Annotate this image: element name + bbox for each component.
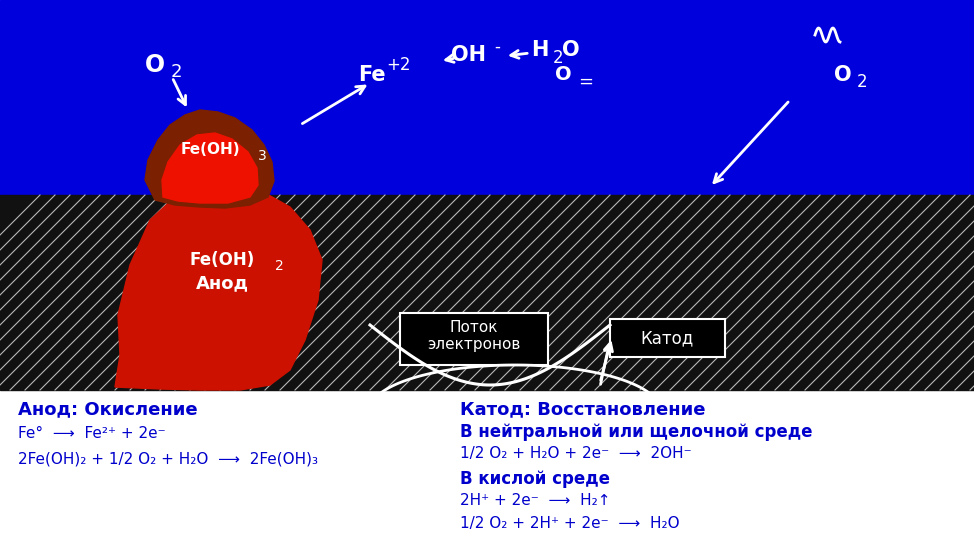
- Text: O: O: [145, 53, 165, 77]
- Text: 3: 3: [258, 149, 267, 163]
- Text: O: O: [834, 65, 852, 85]
- Text: H: H: [531, 40, 548, 60]
- Text: Анод: Окисление: Анод: Окисление: [18, 400, 198, 418]
- Text: +2: +2: [386, 56, 410, 74]
- Text: Fe°  ⟶  Fe²⁺ + 2e⁻: Fe° ⟶ Fe²⁺ + 2e⁻: [18, 426, 166, 441]
- Text: В кислой среде: В кислой среде: [460, 470, 610, 488]
- Polygon shape: [145, 110, 274, 208]
- Polygon shape: [115, 187, 322, 390]
- Text: 2Fe(OH)₂ + 1/2 O₂ + H₂O  ⟶  2Fe(OH)₃: 2Fe(OH)₂ + 1/2 O₂ + H₂O ⟶ 2Fe(OH)₃: [18, 452, 318, 467]
- Text: 2: 2: [857, 73, 868, 91]
- Text: 1/2 O₂ + H₂O + 2e⁻  ⟶  2OH⁻: 1/2 O₂ + H₂O + 2e⁻ ⟶ 2OH⁻: [460, 446, 692, 461]
- Text: -: -: [494, 38, 500, 56]
- Text: Катод: Восстановление: Катод: Восстановление: [460, 400, 705, 418]
- Text: Поток: Поток: [450, 320, 499, 335]
- Text: OH: OH: [451, 45, 485, 65]
- Bar: [0, 0, 974, 195]
- Text: 2H⁺ + 2e⁻  ⟶  H₂↑: 2H⁺ + 2e⁻ ⟶ H₂↑: [460, 493, 611, 508]
- Text: O: O: [554, 65, 572, 84]
- Text: Анод: Анод: [196, 274, 248, 292]
- Text: электронов: электронов: [428, 337, 521, 352]
- Text: 2: 2: [553, 49, 564, 67]
- Text: Fe(OH): Fe(OH): [180, 143, 240, 158]
- Polygon shape: [162, 133, 258, 203]
- Text: Fe: Fe: [358, 65, 386, 85]
- Bar: [0, 195, 974, 390]
- Bar: [400, 313, 548, 365]
- Text: В нейтральной или щелочной среде: В нейтральной или щелочной среде: [460, 423, 812, 441]
- Text: =: =: [578, 73, 593, 91]
- Text: 2: 2: [171, 63, 182, 81]
- Text: 2: 2: [275, 259, 283, 273]
- Text: 1/2 O₂ + 2H⁺ + 2e⁻  ⟶  H₂O: 1/2 O₂ + 2H⁺ + 2e⁻ ⟶ H₂O: [460, 516, 680, 531]
- Text: Катод: Катод: [640, 329, 693, 347]
- Text: O: O: [562, 40, 580, 60]
- Text: Fe(OH): Fe(OH): [189, 251, 254, 269]
- Bar: [610, 319, 725, 357]
